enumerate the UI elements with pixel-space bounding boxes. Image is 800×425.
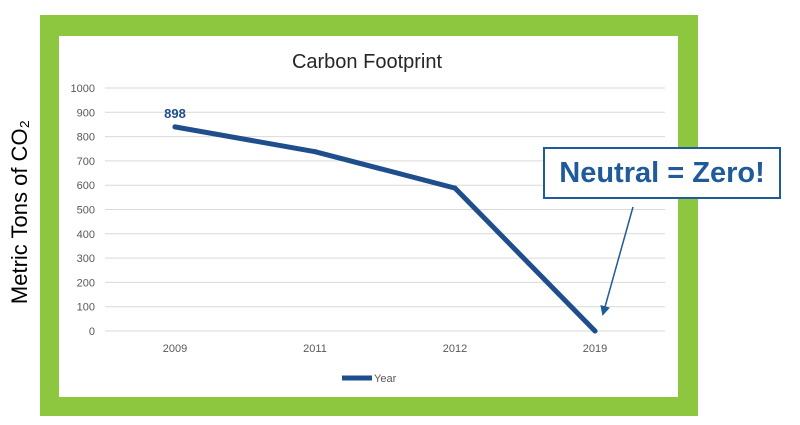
data-labels: 898 (164, 106, 186, 121)
y-tick-label: 900 (77, 107, 95, 119)
y-tick-labels: 0 100 200 300 400 500 600 700 800 900 1000 (71, 83, 95, 338)
arrow-line (600, 206, 634, 316)
y-tick-label: 1000 (71, 83, 95, 95)
x-tick-label: 2019 (583, 343, 607, 355)
chart-frame (40, 15, 698, 416)
callout-arrow (600, 206, 634, 316)
legend-label: Year (374, 373, 397, 385)
data-point (592, 328, 598, 334)
y-tick-label: 200 (77, 277, 95, 289)
y-tick-label: 500 (77, 205, 95, 217)
chart-background (59, 36, 678, 397)
data-point (312, 149, 318, 155)
gridlines (105, 87, 665, 332)
data-point (172, 124, 178, 130)
x-tick-label: 2009 (163, 343, 187, 355)
chart-title: Carbon Footprint (292, 51, 443, 73)
legend: Year (342, 373, 397, 385)
x-tick-label: 2012 (443, 343, 467, 355)
y-tick-label: 700 (77, 156, 95, 168)
y-tick-label: 800 (77, 132, 95, 144)
data-point (452, 185, 458, 191)
data-label: 898 (164, 106, 186, 121)
y-tick-label: 300 (77, 253, 95, 265)
y-tick-label: 0 (89, 326, 95, 338)
y-tick-label: 100 (77, 302, 95, 314)
y-tick-label: 400 (77, 229, 95, 241)
y-tick-label: 600 (77, 180, 95, 192)
neutral-zero-callout: Neutral = Zero! (543, 147, 781, 199)
series-lines (172, 124, 598, 334)
x-tick-label: 2011 (303, 343, 327, 355)
x-tick-labels: 2009 2011 2012 2019 (163, 343, 607, 355)
series-line (172, 124, 598, 334)
